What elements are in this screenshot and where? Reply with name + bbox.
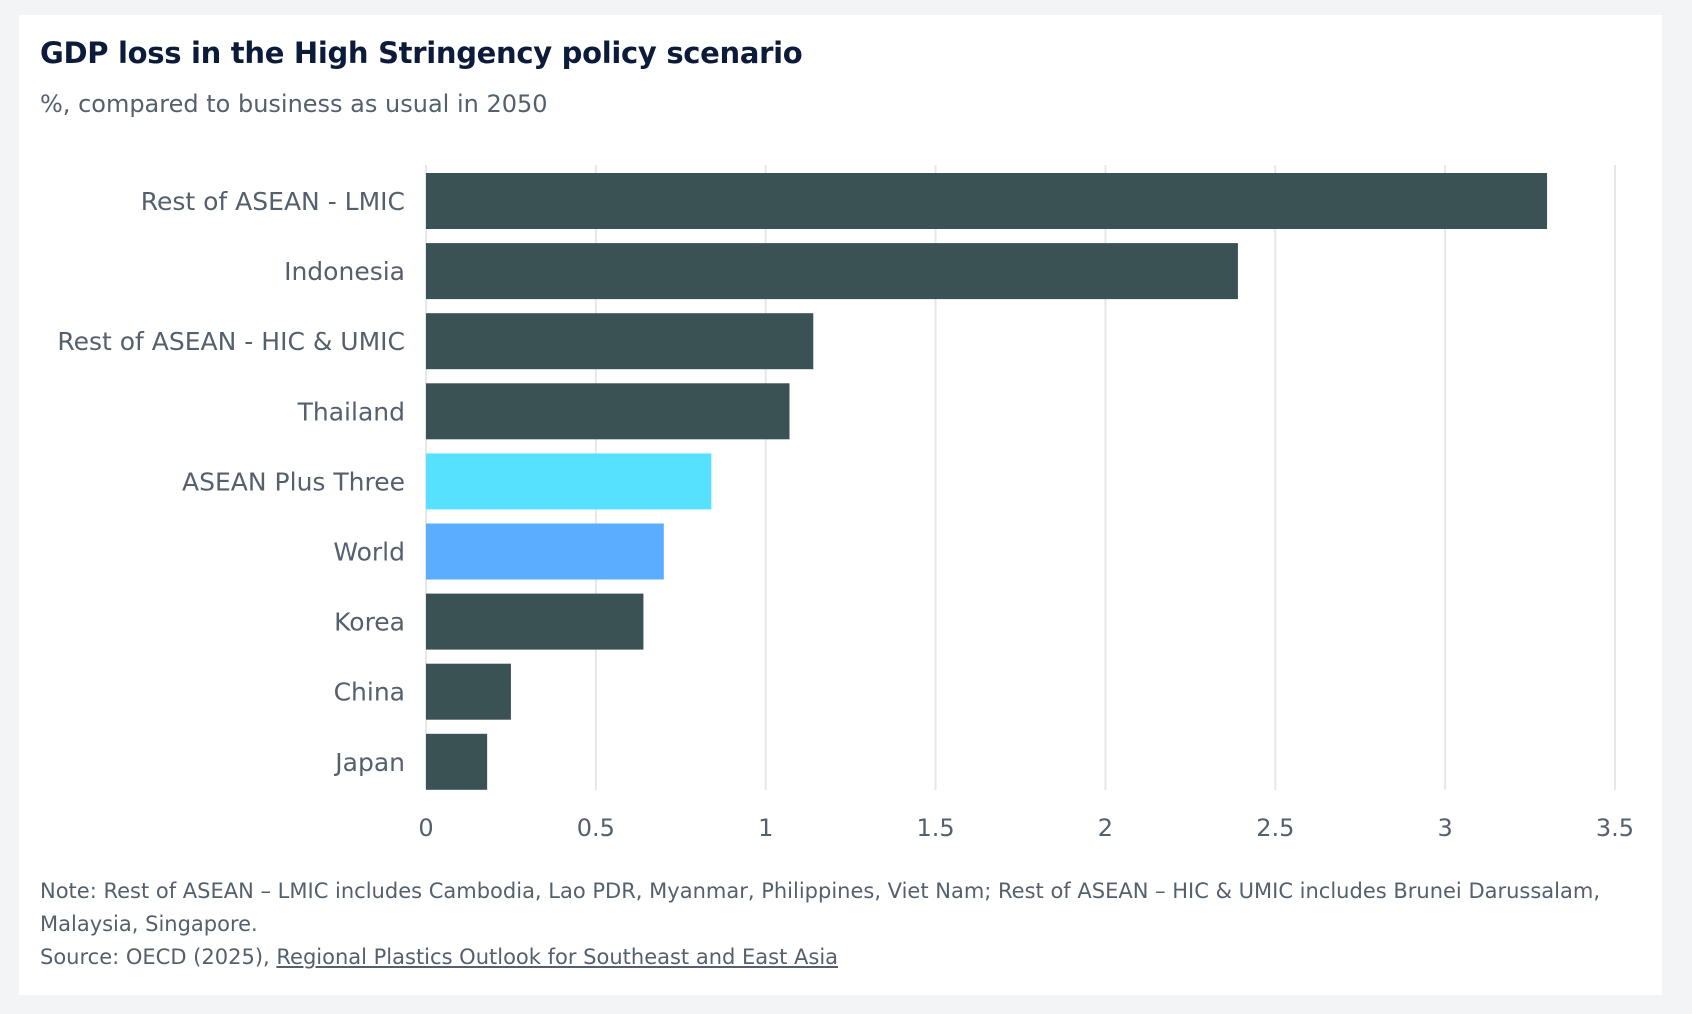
category-label: World [333,538,405,567]
bar-rest-of-asean-hic-umic [426,313,814,370]
source-prefix: Source: OECD (2025), [40,945,277,969]
bar-japan [426,733,488,790]
category-label: Rest of ASEAN - LMIC [141,187,405,216]
category-label: Japan [333,748,405,777]
note-text: Note: Rest of ASEAN – LMIC includes Camb… [40,879,1601,936]
category-label: Thailand [297,397,405,426]
category-label: Rest of ASEAN - HIC & UMIC [57,327,405,356]
x-tick-label: 1.5 [916,814,954,842]
bar-china [426,663,511,720]
category-label: Indonesia [284,257,405,286]
bar-rest-of-asean-lmic [426,173,1548,229]
category-label: Korea [334,608,405,637]
bar-korea [426,593,644,650]
x-tick-label: 0 [418,814,433,842]
x-tick-label: 3.5 [1596,814,1634,842]
bar-indonesia [426,243,1238,300]
x-tick-label: 2 [1098,814,1113,842]
chart-subtitle: %, compared to business as usual in 2050 [40,90,548,118]
source-link[interactable]: Regional Plastics Outlook for Southeast … [276,945,839,969]
source-line: Source: OECD (2025), Regional Plastics O… [40,941,1640,974]
chart-title: GDP loss in the High Stringency policy s… [40,36,803,70]
x-tick-label: 2.5 [1256,814,1294,842]
bar-asean-plus-three [426,453,712,510]
category-label: ASEAN Plus Three [182,467,405,496]
bar-thailand [426,383,790,440]
x-tick-label: 3 [1438,814,1453,842]
category-label: China [334,678,405,707]
bar-world [426,523,664,580]
x-tick-label: 0.5 [577,814,615,842]
chart-note: Note: Rest of ASEAN – LMIC includes Camb… [40,875,1640,974]
x-tick-label: 1 [758,814,773,842]
